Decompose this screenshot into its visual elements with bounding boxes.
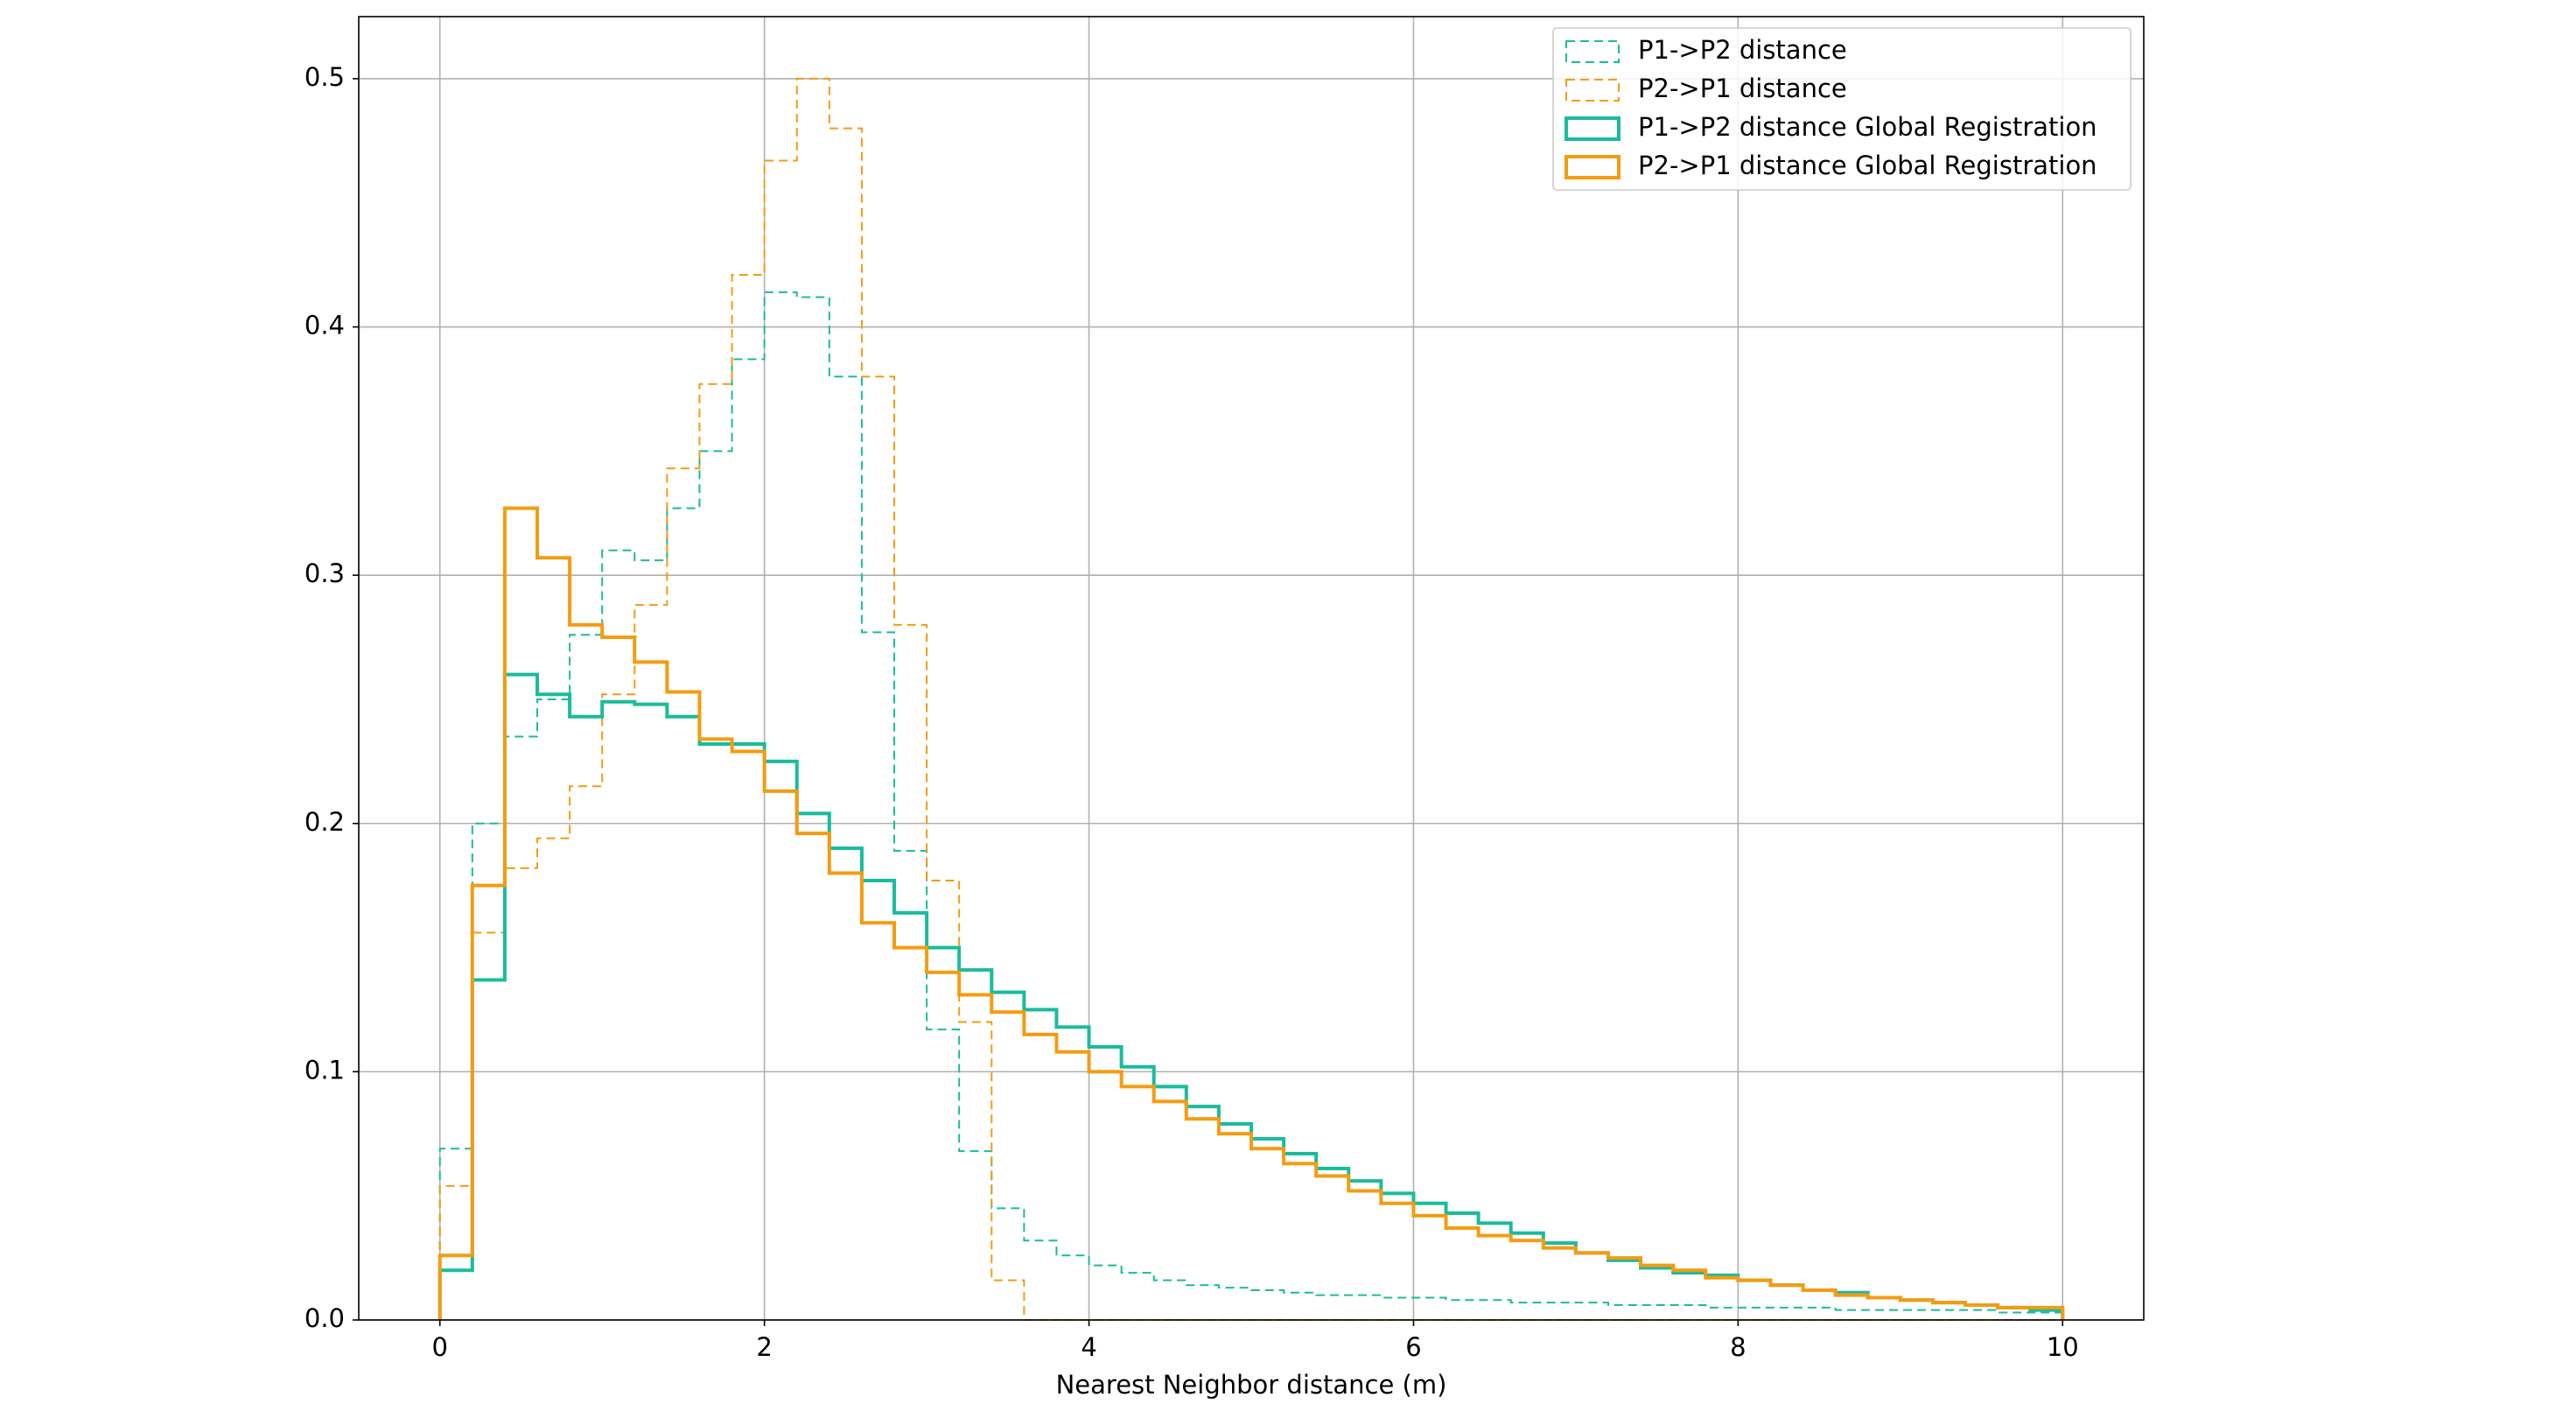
y-tick-label: 0.3	[304, 558, 345, 588]
x-axis-label: Nearest Neighbor distance (m)	[1056, 1370, 1447, 1400]
y-tick-label: 0.4	[304, 311, 345, 340]
legend-swatch	[1564, 155, 1620, 179]
legend-label: P2->P1 distance Global Registration	[1638, 151, 2097, 180]
x-tick-label: 2	[756, 1332, 772, 1362]
legend-label: P1->P2 distance Global Registration	[1638, 112, 2097, 142]
step-outline	[438, 291, 2064, 1320]
histogram-series	[438, 506, 2065, 1320]
x-tick-label: 6	[1405, 1332, 1421, 1362]
legend-swatch	[1565, 40, 1620, 63]
x-tick-label: 10	[2047, 1332, 2079, 1362]
step-outline	[438, 672, 2065, 1320]
legend-swatch	[1565, 79, 1620, 102]
legend-label: P1->P2 distance	[1638, 35, 1847, 65]
legend-frame	[1552, 27, 2132, 191]
y-tick-label: 0.1	[304, 1055, 345, 1085]
axes-frame	[358, 16, 2145, 1321]
y-tick-label: 0.0	[304, 1303, 345, 1333]
y-tick-label: 0.5	[304, 62, 345, 92]
histogram-series	[438, 672, 2065, 1320]
legend: P1->P2 distance P2->P1 distance P1->P2 dis…	[1552, 27, 2132, 191]
legend-swatch	[1564, 116, 1620, 141]
y-tick-label: 0.2	[304, 807, 345, 837]
legend-label: P2->P1 distance	[1638, 74, 1847, 103]
x-tick-label: 4	[1081, 1332, 1096, 1362]
x-tick-label: 8	[1730, 1332, 1746, 1362]
x-tick-label: 0	[432, 1332, 448, 1362]
histogram-series	[438, 291, 2064, 1320]
step-outline	[438, 506, 2065, 1320]
